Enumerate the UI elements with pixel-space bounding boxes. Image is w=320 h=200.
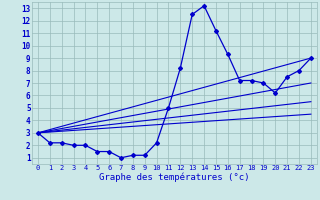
- X-axis label: Graphe des températures (°c): Graphe des températures (°c): [99, 173, 250, 182]
